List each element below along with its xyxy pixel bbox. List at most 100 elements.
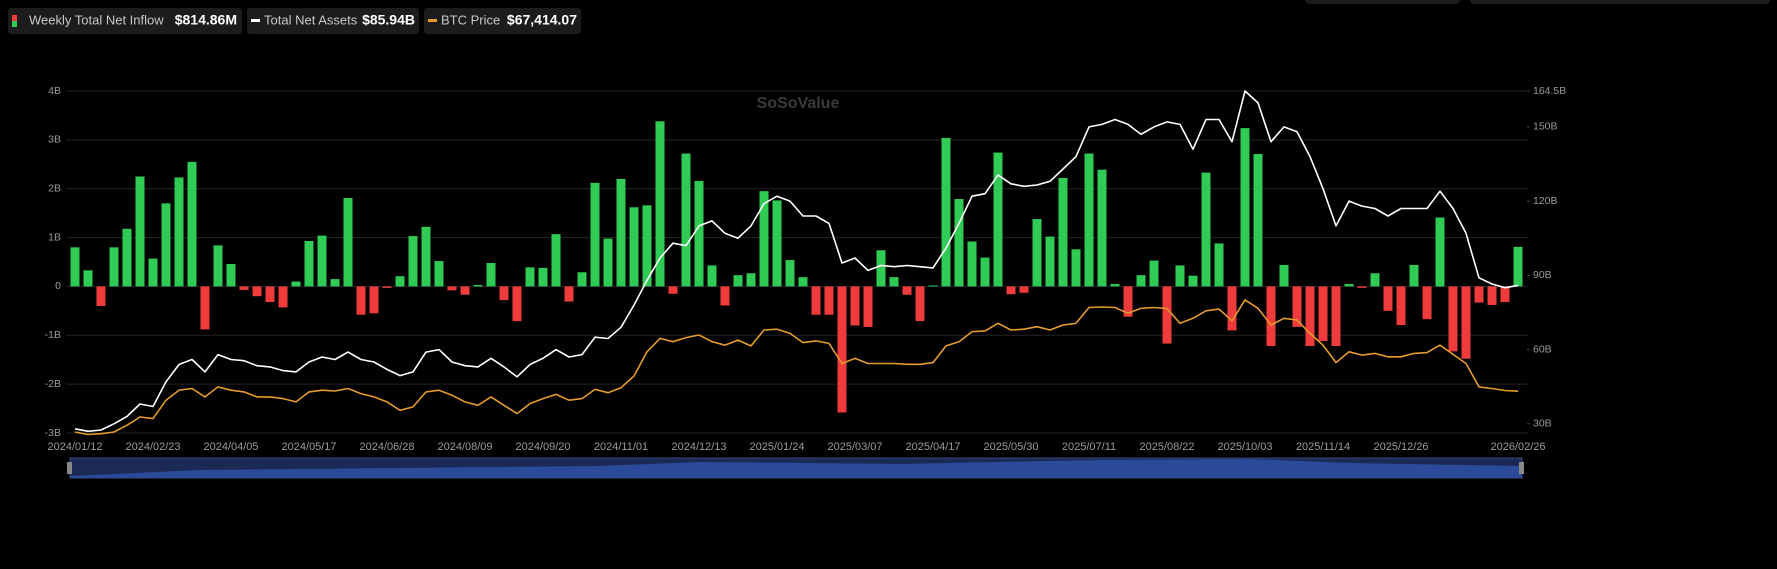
bar [1201, 172, 1211, 287]
bar [395, 276, 405, 287]
bar [967, 241, 977, 287]
bar [590, 182, 600, 287]
y2-tick-label: 90B [1533, 269, 1552, 281]
legend-badge[interactable] [8, 8, 242, 34]
bar [889, 277, 899, 287]
bar [642, 205, 652, 287]
navigator-handle[interactable] [67, 462, 72, 474]
bar [1318, 286, 1328, 342]
bar [1487, 286, 1497, 305]
bar [668, 286, 678, 294]
bar [239, 286, 249, 290]
bar [655, 121, 665, 287]
y2-tick-label: 60B [1533, 343, 1552, 355]
bar [278, 286, 288, 308]
y2-tick-label: 30B [1533, 418, 1552, 430]
bar [1136, 275, 1146, 287]
bar [746, 273, 756, 287]
bar [1240, 128, 1250, 287]
bar [577, 272, 587, 287]
bar [1071, 249, 1081, 287]
x-tick-label: 2024/06/28 [359, 441, 414, 453]
y2-tick-label: 120B [1533, 195, 1558, 207]
bar [356, 286, 366, 315]
bar [1019, 286, 1029, 293]
legend-name: BTC Price [441, 12, 500, 27]
x-tick-label: 2025/11/14 [1296, 441, 1350, 453]
bar [720, 286, 730, 306]
bar [551, 234, 561, 287]
bar [291, 281, 301, 287]
bar [226, 263, 236, 287]
bar [1513, 246, 1523, 287]
x-tick-label: 2025/01/24 [749, 441, 804, 453]
bar [122, 228, 132, 287]
legend: Weekly Total Net Inflow $814.86M Total N… [8, 8, 581, 34]
x-tick-label: 2024/05/17 [281, 441, 336, 453]
bar [161, 203, 171, 287]
line [74, 90, 1519, 433]
bar [1474, 286, 1484, 303]
x-tick-label: 2025/07/11 [1062, 441, 1116, 453]
bar [1227, 286, 1237, 331]
bar [369, 286, 379, 314]
bar [1279, 264, 1289, 287]
bar [1448, 286, 1458, 352]
y-tick-label: -3B [45, 427, 61, 439]
x-tick-label: 2025/08/22 [1139, 441, 1194, 453]
y2-tick-label: 164.5B [1533, 85, 1566, 97]
bar [343, 197, 353, 287]
bar [811, 286, 821, 315]
y-tick-label: 1B [48, 231, 61, 243]
bar [1435, 217, 1445, 287]
bar [1097, 169, 1107, 287]
toolbar-button[interactable] [1305, 0, 1460, 4]
bar [408, 236, 418, 287]
y2-tick-label: 150B [1533, 121, 1558, 133]
x-tick-label: 2024/01/12 [47, 441, 102, 453]
bar [1006, 286, 1016, 295]
bar [564, 286, 574, 302]
x-tick-label: 2024/08/09 [437, 441, 492, 453]
bar [954, 198, 964, 287]
bar [252, 286, 262, 297]
toolbar-button[interactable] [1470, 0, 1770, 4]
bar [96, 286, 106, 306]
legend-name: Total Net Assets [264, 12, 358, 27]
bar [213, 245, 223, 287]
bar [460, 286, 470, 295]
bar [1383, 286, 1393, 311]
legend-value: $85.94B [362, 12, 415, 28]
bar [707, 265, 717, 287]
bar [304, 240, 314, 287]
bar [421, 226, 431, 287]
bar [1370, 273, 1380, 287]
legend-icon [251, 19, 260, 22]
bar [1253, 154, 1263, 287]
bar [980, 257, 990, 287]
watermark: SoSoValue [757, 95, 840, 112]
x-tick-label: 2024/11/01 [594, 441, 648, 453]
bar [187, 161, 197, 287]
bar [109, 247, 119, 287]
bar [486, 262, 496, 287]
bar [1162, 286, 1172, 344]
bar [681, 153, 691, 287]
bar [603, 238, 613, 287]
legend-badge[interactable] [247, 8, 419, 34]
bar [382, 286, 392, 288]
legend-value: $67,414.07 [507, 12, 577, 28]
navigator-handle[interactable] [1519, 462, 1524, 474]
bar [1409, 264, 1419, 287]
bar [993, 152, 1003, 287]
bar [824, 286, 834, 315]
legend-value: $814.86M [175, 12, 237, 28]
y-tick-label: -1B [45, 329, 61, 341]
bar [1084, 153, 1094, 287]
bar [1331, 286, 1341, 347]
legend-badge[interactable] [424, 8, 581, 34]
y-tick-label: -2B [45, 378, 61, 390]
bar [694, 180, 704, 287]
bar [1123, 286, 1133, 317]
